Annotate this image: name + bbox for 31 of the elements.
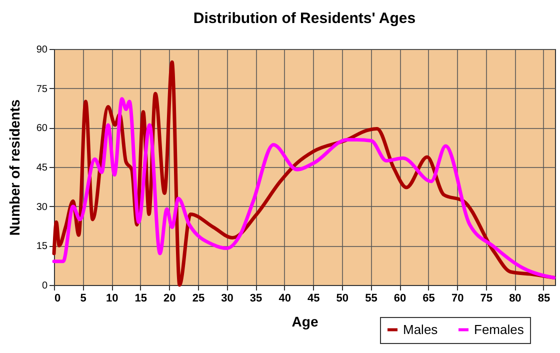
- y-tick-label: 60: [36, 123, 48, 134]
- y-tick-label: 90: [36, 44, 48, 56]
- chart-title: Distribution of Residents' Ages: [193, 10, 416, 27]
- x-tick-label: 65: [422, 292, 435, 304]
- y-tick-label: 0: [42, 280, 48, 292]
- x-tick-label: 50: [336, 292, 349, 304]
- legend-label: Females: [474, 322, 524, 337]
- y-tick-label: 30: [36, 202, 48, 213]
- x-tick-label: 15: [134, 292, 148, 304]
- x-tick-label: 40: [278, 292, 291, 304]
- x-tick-label: 70: [451, 292, 464, 304]
- x-tick-label: 80: [509, 292, 522, 304]
- x-tick-label: 75: [480, 292, 493, 304]
- x-tick-label: 45: [308, 292, 320, 304]
- x-tick-label: 60: [394, 292, 406, 304]
- x-tick-label: 55: [365, 292, 378, 304]
- x-tick-label: 10: [106, 292, 118, 304]
- legend-label: Males: [403, 322, 438, 337]
- x-tick-label: 85: [538, 292, 550, 304]
- x-tick-label: 30: [221, 292, 234, 304]
- x-tick-label: 35: [250, 292, 262, 304]
- y-tick-label: 45: [36, 162, 48, 174]
- x-tick-label: 5: [80, 292, 86, 304]
- y-axis-title: Number of residents: [6, 99, 22, 236]
- x-axis-title: Age: [292, 314, 318, 330]
- y-tick-label: 15: [36, 241, 48, 252]
- line-series: [52, 97, 556, 280]
- y-tick-label: 75: [36, 84, 48, 95]
- x-tick-label: 20: [164, 292, 176, 304]
- x-tick-label: 25: [192, 292, 205, 304]
- x-tick-label: 0: [54, 292, 61, 304]
